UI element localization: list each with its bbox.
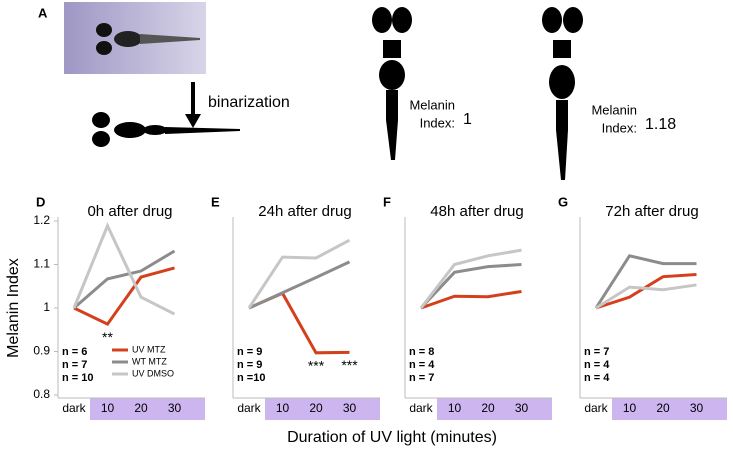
data-line [595, 273, 697, 310]
n-label: n = 4 [409, 359, 435, 371]
n-label: n = 9 [237, 346, 262, 358]
arrow-head [185, 114, 201, 128]
legend-label: UV DMSO [132, 368, 174, 378]
x-tick-label: 20 [134, 401, 148, 415]
chart-title: 48h after drug [430, 203, 523, 220]
n-label: n = 6 [62, 346, 87, 358]
x-tick-label: 10 [276, 401, 290, 415]
n-label: n = 4 [584, 359, 610, 371]
chart-title: 0h after drug [87, 203, 172, 220]
y-tick-label: 0.8 [33, 387, 50, 401]
data-line [594, 254, 697, 309]
data-line [420, 289, 522, 310]
data-line [72, 222, 176, 316]
panel-label: D [36, 194, 45, 209]
x-axis-label: Duration of UV light (minutes) [287, 429, 497, 446]
data-line [248, 260, 351, 310]
x-tick-label: 30 [515, 401, 529, 415]
panel-label: A [38, 5, 48, 20]
y-tick-label: 0.9 [33, 344, 50, 358]
x-tick-label: 30 [690, 401, 704, 415]
uv-band [90, 398, 205, 420]
panel-label: B [398, 5, 407, 20]
x-tick-label: dark [237, 401, 261, 415]
melanin-label: Melanin [591, 102, 637, 117]
chart-title: 24h after drug [258, 203, 351, 220]
fish-image [96, 23, 200, 55]
x-tick-label: 10 [448, 401, 462, 415]
n-label: n = 7 [584, 346, 609, 358]
x-tick-label: 20 [481, 401, 495, 415]
uv-band [612, 398, 727, 420]
y-tick-label: 1.1 [33, 257, 50, 271]
legend-label: UV MTZ [132, 344, 166, 354]
melanin-label: Index: [602, 120, 637, 135]
panel-label: F [383, 194, 391, 209]
chart-title: 72h after drug [605, 203, 698, 220]
x-tick-label: 20 [656, 401, 670, 415]
data-line [247, 238, 351, 309]
x-tick-label: 10 [101, 401, 115, 415]
n-label: n = 10 [62, 372, 94, 384]
n-label: n = 7 [409, 372, 434, 384]
n-label: n = 9 [237, 359, 262, 371]
x-tick-label: 30 [168, 401, 182, 415]
y-tick-label: 1.2 [33, 213, 50, 227]
data-line [73, 249, 176, 310]
data-line [595, 283, 697, 310]
n-label: n = 8 [409, 346, 434, 358]
fish-silhouette-c [542, 7, 583, 180]
uv-band [437, 398, 552, 420]
melanin-value: 1.18 [645, 116, 676, 133]
y-tick-label: 1 [43, 300, 50, 314]
data-line [419, 248, 522, 309]
n-label: n =10 [237, 372, 265, 384]
significance-label: *** [308, 358, 325, 374]
melanin-value: 1 [463, 111, 472, 128]
binarization-label: binarization [208, 94, 290, 111]
panel-label: G [558, 194, 568, 209]
x-tick-label: dark [584, 401, 608, 415]
binarized-fish [92, 112, 240, 147]
significance-label: ** [102, 329, 113, 345]
panel-label: C [566, 5, 576, 20]
significance-label: *** [341, 357, 358, 373]
x-tick-label: 30 [343, 401, 357, 415]
x-tick-label: dark [409, 401, 433, 415]
data-line [419, 263, 522, 310]
x-tick-label: 20 [309, 401, 323, 415]
data-line [73, 266, 175, 326]
y-axis-label: Melanin Index [5, 258, 22, 358]
uv-band [265, 398, 380, 420]
legend-label: WT MTZ [132, 356, 167, 366]
x-tick-label: dark [62, 401, 86, 415]
x-tick-label: 10 [623, 401, 637, 415]
n-label: n = 4 [584, 372, 610, 384]
melanin-label: Melanin [409, 97, 455, 112]
panel-label: E [211, 194, 220, 209]
n-label: n = 7 [62, 359, 87, 371]
melanin-label: Index: [420, 115, 455, 130]
fish-silhouette-b [372, 7, 412, 160]
